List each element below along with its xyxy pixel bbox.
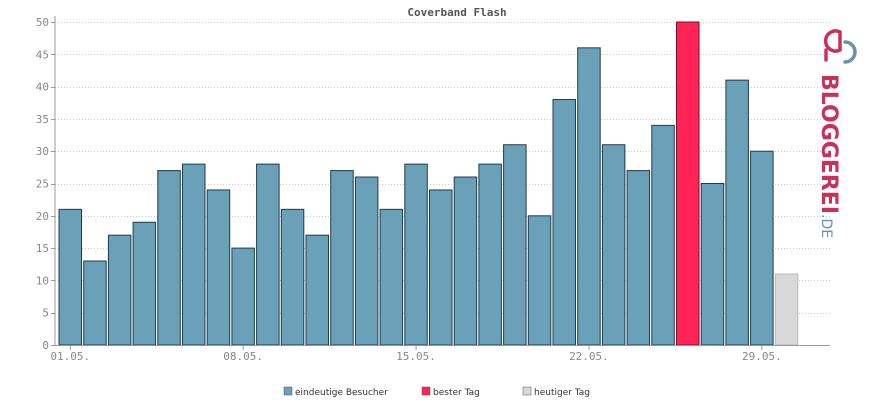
y-tick-label: 10 xyxy=(36,274,49,287)
bar xyxy=(601,144,626,346)
bar xyxy=(404,163,428,346)
y-tick-label: 30 xyxy=(36,145,49,158)
chart-axes xyxy=(54,16,830,346)
bar xyxy=(330,170,354,346)
y-tick-label: 45 xyxy=(36,48,49,61)
chart-legend: eindeutige Besucher bester Tag heutiger Ta… xyxy=(283,386,590,398)
bar xyxy=(700,183,725,346)
bar xyxy=(206,189,231,346)
bar xyxy=(429,189,453,346)
logo-symbol xyxy=(823,29,857,64)
logo-wordmark: BLOGGEREI.DE xyxy=(816,74,841,238)
y-tick-label: 15 xyxy=(36,242,49,255)
legend-label: eindeutige Besucher xyxy=(295,388,388,398)
bar xyxy=(750,150,774,346)
bar xyxy=(478,163,502,346)
bar xyxy=(157,170,181,346)
y-tick-label: 5 xyxy=(42,307,49,320)
bar xyxy=(453,176,478,346)
bar xyxy=(379,208,404,346)
bar-today xyxy=(774,273,799,346)
bar xyxy=(626,170,651,346)
y-tick-label: 35 xyxy=(36,113,49,126)
x-tick-label: 29.05. xyxy=(742,350,782,363)
y-tick-label: 50 xyxy=(36,16,49,29)
bar xyxy=(132,221,157,346)
legend-swatch xyxy=(421,386,431,396)
bar xyxy=(503,144,527,346)
bar xyxy=(58,208,82,346)
bar-best-day xyxy=(676,21,700,346)
chart-title: Coverband Flash xyxy=(407,6,506,19)
y-tick-labels: 0 5 10 15 20 25 30 35 40 45 50 xyxy=(36,16,55,352)
bar xyxy=(725,79,749,346)
x-tick-label: 22.05. xyxy=(569,350,609,363)
bar xyxy=(527,215,552,346)
bar xyxy=(651,124,675,346)
bar xyxy=(256,163,280,346)
y-tick-label: 0 xyxy=(42,339,49,352)
bar xyxy=(182,163,206,346)
y-tick-label: 25 xyxy=(36,178,49,191)
x-tick-label: 15.05. xyxy=(396,350,436,363)
x-tick-label: 01.05. xyxy=(50,350,90,363)
legend-label: heutiger Tag xyxy=(534,388,590,398)
legend-swatch xyxy=(522,386,532,396)
bar xyxy=(231,247,255,346)
bar xyxy=(354,176,379,346)
bar xyxy=(305,234,329,346)
legend-swatch xyxy=(283,386,293,396)
bloggerei-logo: BLOGGEREI.DE xyxy=(816,29,857,238)
y-tick-label: 40 xyxy=(36,81,49,94)
bar xyxy=(107,234,132,346)
bar xyxy=(577,47,601,346)
x-tick-labels: 01.05. 08.05. 15.05. 22.05. 29.05. xyxy=(50,346,782,363)
bar xyxy=(83,260,107,346)
x-tick-label: 08.05. xyxy=(223,350,263,363)
legend-label: bester Tag xyxy=(433,388,480,398)
bar xyxy=(552,99,576,346)
bar-series xyxy=(58,21,799,346)
bar xyxy=(280,208,305,346)
y-tick-label: 20 xyxy=(36,210,49,223)
